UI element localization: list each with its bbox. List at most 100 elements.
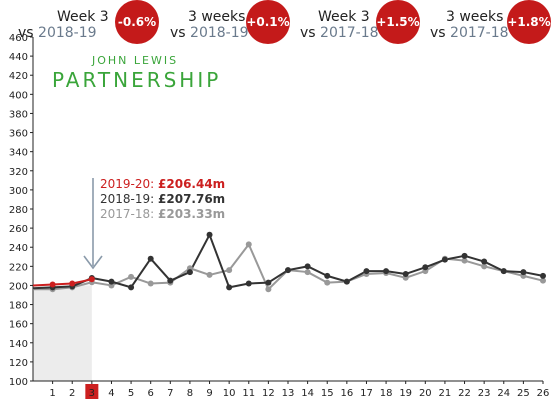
shaded-region	[33, 285, 92, 381]
series-point-2018-19	[108, 278, 115, 285]
series-point-2018-19	[481, 258, 488, 265]
series-point-2018-19	[206, 231, 213, 238]
series-point-2018-19	[402, 270, 409, 277]
annotation-current-value: £206.44m	[158, 177, 225, 191]
header-1-compare: vs 2018-19	[18, 25, 97, 41]
header-2-compare: vs 2018-19	[170, 25, 249, 41]
y-tick-label: 140	[9, 339, 28, 350]
x-tick-label: 3	[89, 388, 95, 399]
x-tick-label: 20	[419, 388, 432, 399]
x-tick-label: 9	[206, 388, 212, 399]
header-item-1: Week 3 vs 2018-19 -0.6%	[18, 0, 159, 44]
series-point-2017-18	[324, 279, 331, 286]
series-point-2018-19	[500, 268, 507, 275]
header-1-vs: vs	[18, 25, 34, 41]
x-tick-label: 24	[497, 388, 510, 399]
header-2-year: 2018-19	[190, 25, 249, 41]
x-tick-label: 15	[321, 388, 334, 399]
x-tick-label: 8	[187, 388, 193, 399]
series-point-2018-19	[422, 264, 429, 271]
logo-line2: PARTNERSHIP	[52, 68, 221, 92]
header-item-4: 3 weeks vs 2017-18 +1.8%	[430, 0, 551, 44]
logo-line1: JOHN LEWIS	[91, 54, 178, 67]
series-point-2017-18	[245, 241, 252, 248]
x-tick-label: 25	[517, 388, 530, 399]
x-tick-label: 14	[301, 388, 314, 399]
annotation-prior-label: 2018-19:	[100, 192, 154, 206]
series-point-2018-19	[285, 267, 291, 274]
x-tick-label: 18	[380, 388, 393, 399]
series-point-2018-19	[304, 263, 311, 270]
header-2-badge	[246, 0, 290, 44]
annotation-current-label: 2019-20:	[100, 177, 154, 191]
series-point-2018-19	[245, 280, 252, 287]
y-tick-label: 180	[9, 301, 28, 312]
header-2-badge-text: +0.1%	[246, 15, 289, 29]
series-point-2018-19	[226, 284, 233, 291]
header-4-badge	[507, 0, 551, 44]
series-point-2017-18	[540, 277, 546, 284]
header-1-title: Week 3	[57, 9, 109, 25]
series-point-2018-19	[520, 269, 527, 276]
series-point-2019-20	[69, 280, 76, 287]
annotation-arrow-head	[83, 255, 103, 270]
header-4-title: 3 weeks	[446, 9, 503, 25]
x-tick-label: 1	[49, 388, 55, 399]
x-tick-label: 17	[360, 388, 373, 399]
series-point-2018-19	[343, 278, 350, 285]
y-tick-label: 420	[9, 71, 28, 82]
header-1-badge-text: -0.6%	[118, 15, 156, 29]
y-tick-label: 260	[9, 224, 28, 235]
header-3-year: 2017-18	[320, 25, 379, 41]
x-tick-label: 16	[340, 388, 353, 399]
series-point-2019-20	[49, 281, 56, 288]
x-tick-label: 7	[167, 388, 173, 399]
y-tick-label: 200	[9, 281, 28, 292]
y-tick-label: 100	[9, 377, 28, 388]
y-tick-label: 300	[9, 186, 28, 197]
series-point-2017-18	[226, 267, 233, 274]
series-point-2018-19	[167, 277, 174, 284]
y-tick-label: 440	[9, 52, 28, 63]
x-tick-label: 21	[439, 388, 452, 399]
series-point-2019-20	[88, 276, 95, 283]
header-4-vs: vs	[430, 25, 446, 41]
x-tick-label: 12	[262, 388, 275, 399]
logo: JOHN LEWIS PARTNERSHIP	[52, 54, 221, 92]
series-point-2017-18	[481, 263, 488, 270]
series-point-2017-18	[304, 269, 311, 276]
header-1-badge	[115, 0, 159, 44]
series-point-2018-19	[363, 268, 370, 275]
header-item-2: 3 weeks vs 2018-19 +0.1%	[170, 0, 290, 44]
x-tick-label: 6	[148, 388, 154, 399]
x-tick-label: 13	[282, 388, 295, 399]
annotation-row-current: 2019-20: £206.44m	[100, 177, 225, 191]
x-tick-label: 23	[478, 388, 491, 399]
y-tick-label: 220	[9, 262, 28, 273]
y-tick-label: 280	[9, 205, 28, 216]
x-tick-label: 19	[399, 388, 412, 399]
header-3-badge	[376, 0, 420, 44]
series-point-2018-19	[265, 279, 272, 286]
series-point-2018-19	[324, 272, 331, 279]
annotation-row-prior: 2018-19: £207.76m	[100, 192, 225, 206]
header-2-title: 3 weeks	[188, 9, 245, 25]
header-1-year: 2018-19	[38, 25, 97, 41]
y-tick-label: 360	[9, 129, 28, 140]
annotation-prior-value: £207.76m	[158, 192, 225, 206]
x-tick-label: 4	[108, 388, 114, 399]
header-2-vs: vs	[170, 25, 186, 41]
annotation-row-older: 2017-18: £203.33m	[100, 207, 225, 221]
series-point-2018-19	[441, 256, 448, 263]
y-tick-label: 380	[9, 109, 28, 120]
series-point-2017-18	[461, 257, 468, 264]
y-tick-label: 340	[9, 148, 28, 159]
header-4-year: 2017-18	[450, 25, 509, 41]
x-tick-label: 22	[458, 388, 471, 399]
series-point-2018-19	[383, 268, 390, 275]
x-tick-label: 10	[223, 388, 236, 399]
series-point-2018-19	[540, 272, 546, 279]
series-line-2019-20	[32, 278, 93, 287]
